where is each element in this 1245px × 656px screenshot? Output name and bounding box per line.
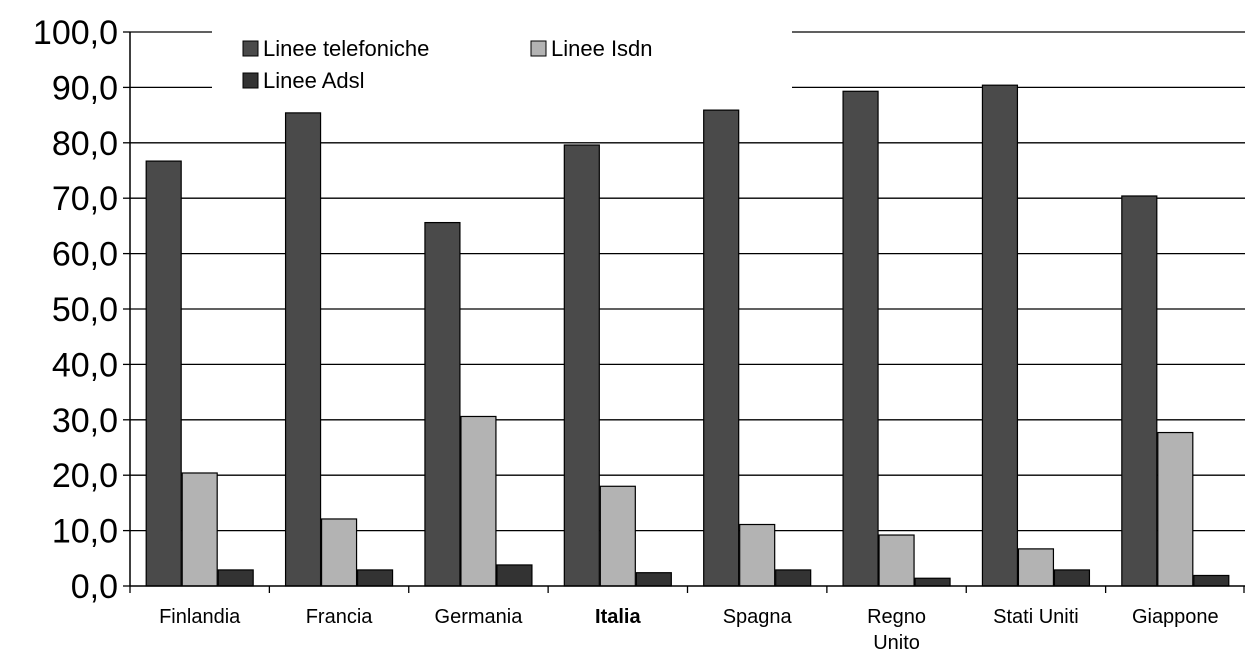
bar-linee-adsl-spagna: [775, 569, 812, 587]
legend-swatch-linee-isdn: [530, 40, 547, 57]
x-tick-label-giappone: Giappone: [1132, 606, 1219, 628]
bar-linee-isdn-regno-unito: [878, 534, 915, 587]
legend-swatch-linee-adsl: [242, 72, 259, 89]
x-tick-label-finlandia: Finlandia: [159, 606, 241, 628]
x-tick-label-spagna: Spagna: [723, 606, 793, 628]
bar-linee-telefoniche-finlandia: [145, 160, 182, 587]
y-tick-label: 70,0: [52, 180, 118, 218]
y-tick-label: 90,0: [52, 69, 118, 107]
legend: Linee telefoniche Linee Isdn Linee Adsl: [212, 30, 792, 100]
bar-linee-isdn-spagna: [739, 523, 776, 587]
bar-linee-isdn-italia: [599, 485, 636, 587]
x-tick-label-stati-uniti: Stati Uniti: [993, 606, 1079, 628]
y-tick-label: 0,0: [71, 568, 118, 606]
y-tick-label: 30,0: [52, 402, 118, 440]
y-tick-labels: 0,0 10,0 20,0 30,0 40,0 50,0 60,0 70,0 80,0 90,0 1…: [33, 14, 118, 606]
x-tick-labels: Finlandia Francia Germania Italia Spagna Regn…: [159, 606, 1219, 654]
bar-linee-isdn-finlandia: [181, 472, 218, 587]
legend-background: [212, 30, 792, 100]
legend-label-linee-isdn: Linee Isdn: [551, 36, 653, 61]
x-tick-label-regno-unito: Regno Unito: [867, 606, 926, 654]
bar-linee-adsl-finlandia: [217, 569, 254, 587]
axes: [123, 31, 1245, 593]
bar-linee-telefoniche-regno-unito: [842, 90, 879, 587]
y-tick-label: 100,0: [33, 14, 118, 52]
bar-linee-telefoniche-spagna: [703, 109, 740, 587]
bars: [145, 84, 1230, 587]
bar-linee-telefoniche-stati-uniti: [981, 84, 1019, 587]
bar-linee-isdn-giappone: [1157, 431, 1194, 587]
x-tick-label-italia: Italia: [595, 606, 641, 628]
y-tick-label: 50,0: [52, 291, 118, 329]
legend-label-linee-adsl: Linee Adsl: [263, 68, 365, 93]
y-tick-label: 80,0: [52, 125, 118, 163]
bar-linee-telefoniche-giappone: [1121, 195, 1158, 587]
legend-swatch-linee-telefoniche: [242, 40, 259, 57]
y-tick-label: 40,0: [52, 346, 118, 384]
bar-linee-telefoniche-francia: [284, 112, 322, 587]
bar-linee-adsl-italia: [635, 572, 672, 587]
legend-label-linee-telefoniche: Linee telefoniche: [263, 36, 429, 61]
bar-linee-isdn-germania: [460, 415, 497, 587]
bar-linee-isdn-francia: [320, 518, 358, 587]
bar-linee-telefoniche-germania: [424, 221, 461, 587]
bar-linee-adsl-regno-unito: [914, 577, 951, 587]
y-tick-label: 20,0: [52, 457, 118, 495]
y-tick-label: 60,0: [52, 236, 118, 274]
bar-linee-adsl-stati-uniti: [1053, 569, 1091, 587]
bar-linee-isdn-stati-uniti: [1017, 548, 1055, 587]
x-tick-label-francia: Francia: [306, 606, 374, 628]
bar-linee-adsl-francia: [356, 569, 394, 587]
y-tick-label: 10,0: [52, 513, 118, 551]
x-tick-label-germania: Germania: [435, 606, 524, 628]
bar-linee-adsl-giappone: [1193, 574, 1230, 587]
bar-linee-telefoniche-italia: [563, 144, 600, 587]
bar-linee-adsl-germania: [496, 564, 533, 587]
